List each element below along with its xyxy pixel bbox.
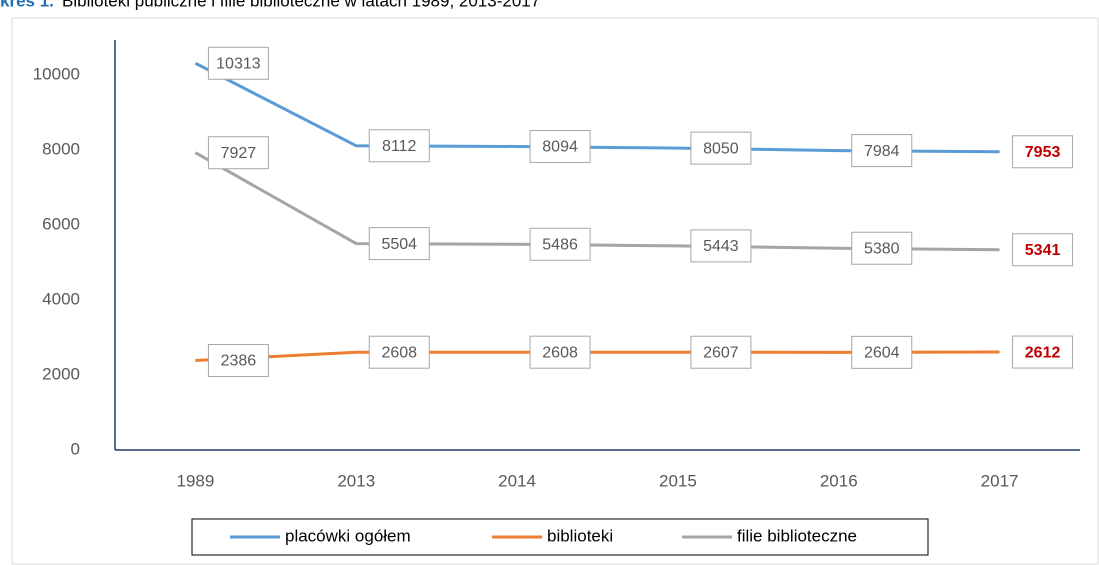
data-label: 8050 [703, 140, 739, 157]
data-label: 10313 [216, 55, 261, 72]
data-label-box [851, 335, 913, 369]
data-label-box [207, 344, 269, 378]
data-label: 5341 [1025, 242, 1061, 259]
data-label-box [851, 134, 913, 168]
data-label: 8112 [382, 138, 417, 155]
data-label: 7953 [1025, 144, 1061, 161]
data-label: 2612 [1025, 344, 1061, 361]
data-label-box [368, 335, 430, 369]
y-tick-label: 10000 [33, 64, 80, 83]
chart-title-prefix: kres 1. [0, 0, 54, 10]
data-label-box [690, 131, 752, 165]
data-label-box [368, 227, 430, 261]
data-label: 2608 [381, 344, 417, 361]
data-label-box [368, 129, 430, 163]
legend [191, 518, 929, 556]
y-tick-label: 6000 [42, 214, 80, 233]
legend-label: biblioteki [547, 526, 613, 545]
x-tick-label: 2013 [337, 471, 375, 490]
x-tick-label: 2015 [659, 471, 697, 490]
chart-frame [11, 17, 1099, 565]
y-tick-label: 0 [71, 439, 80, 458]
data-label: 7984 [864, 143, 900, 160]
data-label-box [207, 136, 269, 170]
data-label-box [1012, 335, 1074, 369]
data-label: 5443 [703, 238, 739, 255]
y-tick-label: 4000 [42, 289, 80, 308]
legend-label: filie biblioteczne [737, 526, 857, 545]
y-tick-label: 2000 [42, 364, 80, 383]
data-label-box [529, 227, 591, 261]
data-label-box [690, 229, 752, 263]
x-tick-label: 2017 [981, 471, 1019, 490]
data-label-box [207, 46, 269, 80]
data-label-box [1012, 233, 1074, 267]
data-label: 7927 [221, 145, 257, 162]
x-tick-label: 2014 [498, 471, 536, 490]
data-label-box [690, 335, 752, 369]
chart-title: Biblioteki publiczne i filie biblioteczn… [62, 0, 540, 10]
data-label-box [1012, 135, 1074, 169]
data-label: 2607 [703, 344, 739, 361]
x-tick-label: 2016 [820, 471, 858, 490]
data-label: 5380 [864, 240, 900, 257]
data-label: 2604 [864, 345, 900, 362]
legend-label: placówki ogółem [285, 526, 411, 545]
data-label-box [851, 231, 913, 265]
data-label-box [529, 335, 591, 369]
data-label: 8094 [542, 139, 578, 156]
data-label-box [529, 129, 591, 163]
data-label: 5486 [542, 236, 578, 253]
y-tick-label: 8000 [42, 139, 80, 158]
data-label: 2608 [542, 344, 578, 361]
data-label: 2386 [221, 353, 257, 370]
data-label: 5504 [381, 236, 417, 253]
x-tick-label: 1989 [177, 471, 215, 490]
